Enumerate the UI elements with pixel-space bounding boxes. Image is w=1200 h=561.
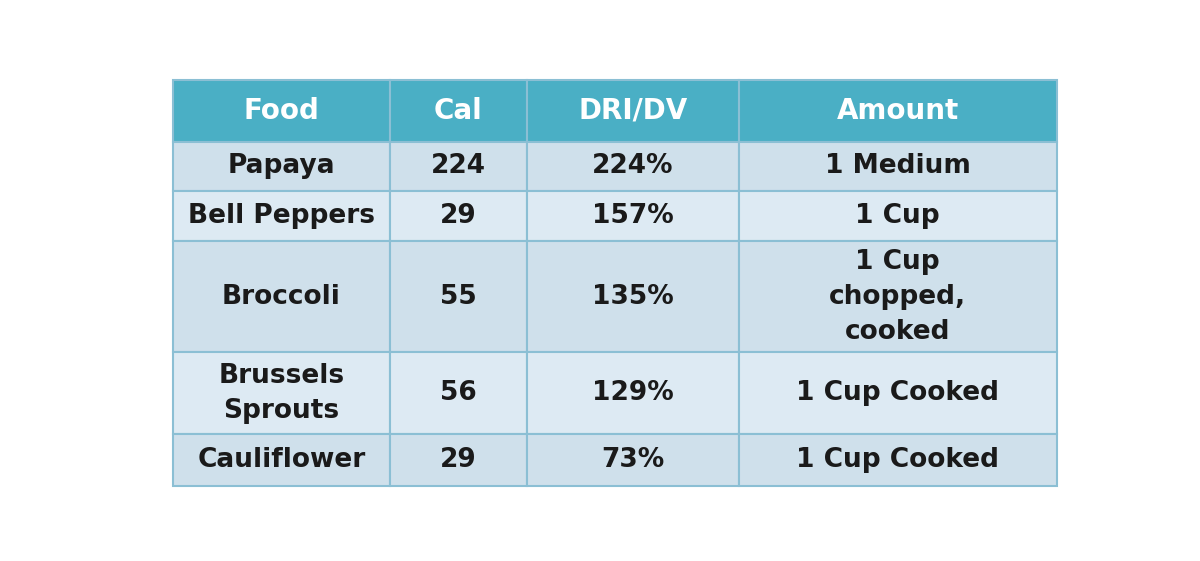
- Text: Broccoli: Broccoli: [222, 284, 341, 310]
- Bar: [527, 352, 739, 434]
- Bar: [173, 191, 390, 241]
- Text: Cauliflower: Cauliflower: [197, 447, 366, 473]
- Text: 56: 56: [440, 380, 476, 406]
- Bar: [173, 241, 390, 352]
- Text: 73%: 73%: [601, 447, 665, 473]
- Text: Papaya: Papaya: [228, 154, 335, 180]
- Bar: [527, 191, 739, 241]
- Bar: [173, 141, 390, 191]
- Text: 29: 29: [440, 447, 476, 473]
- Bar: [173, 434, 390, 486]
- Text: 29: 29: [440, 204, 476, 229]
- Text: 1 Cup: 1 Cup: [856, 204, 940, 229]
- Text: 55: 55: [440, 284, 476, 310]
- Bar: [390, 191, 527, 241]
- Text: 135%: 135%: [592, 284, 673, 310]
- Text: 224%: 224%: [592, 154, 673, 180]
- Text: 224: 224: [431, 154, 486, 180]
- Bar: [390, 241, 527, 352]
- Bar: [390, 352, 527, 434]
- Bar: [527, 80, 739, 141]
- Text: Food: Food: [244, 97, 319, 125]
- Text: 157%: 157%: [592, 204, 673, 229]
- Text: 1 Cup Cooked: 1 Cup Cooked: [797, 447, 1000, 473]
- Bar: [739, 241, 1057, 352]
- Text: 1 Medium: 1 Medium: [824, 154, 971, 180]
- Bar: [390, 80, 527, 141]
- Bar: [739, 80, 1057, 141]
- Text: 1 Cup Cooked: 1 Cup Cooked: [797, 380, 1000, 406]
- Text: Brussels
Sprouts: Brussels Sprouts: [218, 363, 344, 424]
- Bar: [527, 141, 739, 191]
- Text: DRI/DV: DRI/DV: [578, 97, 688, 125]
- Bar: [173, 80, 390, 141]
- Bar: [739, 352, 1057, 434]
- Text: Bell Peppers: Bell Peppers: [188, 204, 374, 229]
- Bar: [739, 191, 1057, 241]
- Text: 129%: 129%: [592, 380, 673, 406]
- Bar: [173, 352, 390, 434]
- Text: Cal: Cal: [434, 97, 482, 125]
- Text: Amount: Amount: [836, 97, 959, 125]
- Bar: [390, 141, 527, 191]
- Bar: [390, 434, 527, 486]
- Bar: [527, 241, 739, 352]
- Bar: [739, 434, 1057, 486]
- Bar: [527, 434, 739, 486]
- Bar: [739, 141, 1057, 191]
- Text: 1 Cup
chopped,
cooked: 1 Cup chopped, cooked: [829, 249, 966, 345]
